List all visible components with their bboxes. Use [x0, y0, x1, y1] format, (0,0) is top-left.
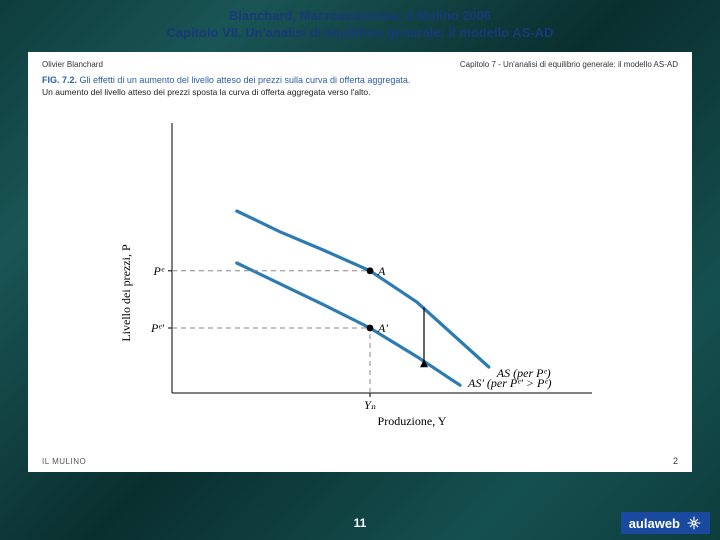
header-line1: Blanchard, Macroeconomia, Il Mulino 2006	[0, 8, 720, 25]
windmill-icon	[686, 515, 702, 531]
svg-text:Pᵉ': Pᵉ'	[150, 321, 164, 335]
figure-meta-row: Olivier Blanchard Capitolo 7 - Un'analis…	[42, 60, 678, 69]
slide-header: Blanchard, Macroeconomia, Il Mulino 2006…	[0, 0, 720, 46]
figure-panel: Olivier Blanchard Capitolo 7 - Un'analis…	[28, 52, 692, 472]
svg-text:Livello dei prezzi, P: Livello dei prezzi, P	[119, 244, 133, 342]
chart: AA'PᵉPᵉ'YₙAS (per Pᵉ)AS' (per Pᵉ' > Pᵉ)P…	[42, 103, 678, 433]
logo-text: aulaweb	[629, 516, 680, 531]
figure-subtitle: Un aumento del livello atteso dei prezzi…	[42, 87, 678, 97]
svg-text:Pᵉ: Pᵉ	[153, 264, 165, 278]
figure-title: FIG. 7.2. Gli effetti di un aumento del …	[42, 75, 678, 85]
figure-chapter: Capitolo 7 - Un'analisi di equilibrio ge…	[460, 60, 678, 69]
svg-text:Produzione, Y: Produzione, Y	[378, 414, 447, 428]
figure-label: FIG. 7.2.	[42, 75, 77, 85]
svg-text:Yₙ: Yₙ	[364, 398, 376, 412]
svg-text:A: A	[377, 264, 386, 278]
aulaweb-logo: aulaweb	[621, 512, 710, 534]
svg-text:AS' (per Pᵉ' > Pᵉ): AS' (per Pᵉ' > Pᵉ)	[467, 376, 552, 390]
figure-author: Olivier Blanchard	[42, 60, 103, 69]
publisher-text: IL MULINO	[42, 457, 86, 466]
slide-page-number: 11	[0, 516, 720, 530]
chart-svg: AA'PᵉPᵉ'YₙAS (per Pᵉ)AS' (per Pᵉ' > Pᵉ)P…	[42, 103, 662, 433]
panel-page-number: 2	[673, 456, 678, 466]
svg-text:A': A'	[377, 321, 388, 335]
header-line2: Capitolo VII. Un'analisi di equilibrio g…	[0, 25, 720, 42]
figure-title-text: Gli effetti di un aumento del livello at…	[80, 75, 411, 85]
